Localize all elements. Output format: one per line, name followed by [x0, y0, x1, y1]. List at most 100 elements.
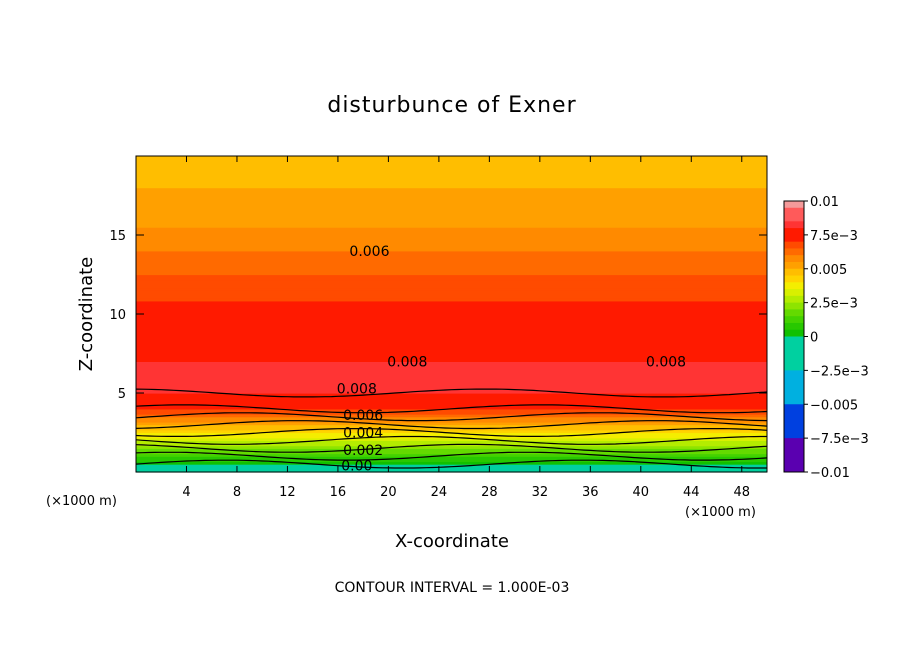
contour-band — [136, 237, 767, 241]
colorbar-cell — [784, 214, 804, 222]
x-tick-label: 20 — [380, 485, 397, 500]
contour-band — [136, 448, 767, 452]
contour-band — [136, 464, 767, 468]
contour-band — [136, 245, 767, 249]
contour-band — [136, 327, 767, 331]
contour-band — [136, 469, 767, 473]
colorbar-label: −0.01 — [810, 466, 850, 481]
contour-band — [136, 300, 767, 305]
colorbar-cell — [784, 221, 804, 229]
colorbar-label: 2.5e−3 — [810, 297, 858, 312]
contour-band — [136, 421, 767, 426]
contour-band — [136, 329, 767, 334]
contour-band — [136, 292, 767, 297]
contour-band — [136, 400, 767, 405]
contour-band — [136, 385, 767, 389]
colorbar-cell — [784, 289, 804, 297]
colorbar-cell — [784, 241, 804, 249]
contour-fill-area — [136, 156, 767, 473]
x-tick-label: 44 — [683, 485, 700, 500]
contour-band — [136, 393, 767, 397]
contour-band — [136, 369, 767, 373]
contour-band — [136, 161, 767, 165]
contour-band — [136, 308, 767, 312]
colorbar-cell — [784, 228, 804, 236]
contour-band — [136, 182, 767, 186]
contour-line — [135, 404, 768, 414]
colorbar-cell — [784, 302, 804, 310]
x-tick-label: 4 — [182, 485, 190, 500]
contour-band — [136, 303, 767, 307]
colorbar-cell — [784, 370, 804, 378]
contour-label: 0.008 — [646, 354, 686, 370]
contour-band — [136, 416, 767, 420]
colorbar-cell — [784, 201, 804, 209]
colorbar-cell — [784, 383, 804, 392]
contour-band — [136, 213, 767, 218]
contour-band — [136, 437, 767, 441]
contour-band — [136, 261, 767, 265]
contour-band — [136, 319, 767, 323]
contour-band — [136, 256, 767, 260]
colorbar-cell — [784, 458, 804, 466]
contour-band — [136, 353, 767, 357]
contour-band — [136, 224, 767, 228]
contour-band — [136, 324, 767, 328]
contour-band — [136, 458, 767, 463]
contour-band — [136, 311, 767, 315]
contour-label: 0.002 — [343, 443, 383, 459]
contour-band — [136, 277, 767, 281]
colorbar-cell — [784, 309, 804, 317]
contour-band — [136, 200, 767, 204]
chart-title: disturbunce of Exner — [327, 93, 576, 118]
contour-band — [136, 285, 767, 289]
contour-band — [136, 377, 767, 381]
colorbar-label: −0.005 — [810, 398, 858, 413]
colorbar-cell — [784, 404, 804, 412]
contour-line — [135, 388, 768, 398]
colorbar-cell — [784, 397, 804, 405]
contour-line — [135, 451, 768, 461]
contour-band — [136, 337, 767, 341]
contour-band — [136, 295, 767, 299]
x-axis: 4 8 12 16 20 24 28 32 36 40 44 48 — [182, 156, 750, 500]
contour-band — [136, 390, 767, 394]
colorbar-label: 0 — [810, 331, 818, 346]
contour-band — [136, 171, 767, 176]
x-tick-label: 32 — [532, 485, 549, 500]
contour-band — [136, 271, 767, 276]
contour-band — [136, 321, 767, 326]
contour-label: 0.008 — [387, 354, 427, 370]
colorbar-cell — [784, 234, 804, 243]
contour-band — [136, 445, 767, 449]
contour-band — [136, 379, 767, 384]
contour-band — [136, 163, 767, 168]
contour-band — [136, 298, 767, 302]
contour-band — [136, 174, 767, 178]
colorbar-cell — [784, 248, 804, 256]
y-axis-label: Z-coordinate — [76, 257, 97, 372]
contour-band — [136, 374, 767, 378]
contour-band — [136, 279, 767, 283]
colorbar-cell — [784, 295, 804, 304]
colorbar-cell — [784, 316, 804, 324]
contour-band — [136, 258, 767, 262]
contour-band — [136, 411, 767, 415]
colorbar-cell — [784, 431, 804, 439]
contour-band — [136, 306, 767, 310]
x-tick-label: 40 — [633, 485, 650, 500]
contour-band — [136, 190, 767, 194]
contour-band — [136, 198, 767, 202]
contour-label: 0.008 — [337, 381, 377, 397]
contour-band — [136, 356, 767, 360]
contour-band — [136, 371, 767, 376]
colorbar-label: −2.5e−3 — [810, 364, 869, 379]
colorbar-cell — [784, 444, 804, 453]
contour-band — [136, 450, 767, 455]
contour-line — [135, 420, 768, 430]
contour-band — [136, 274, 767, 278]
x-unit-right: (×1000 m) — [685, 505, 756, 520]
colorbar-cell — [784, 356, 804, 365]
contour-label: 0.006 — [343, 408, 383, 424]
